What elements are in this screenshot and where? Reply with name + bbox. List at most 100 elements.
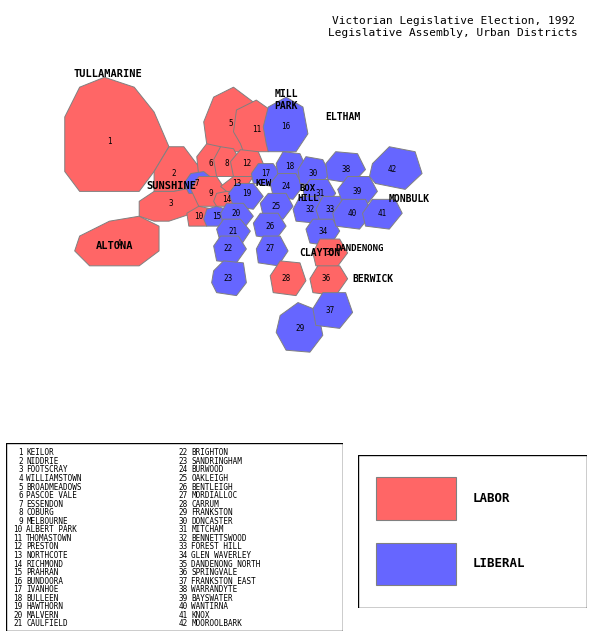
Text: BURWOOD: BURWOOD — [191, 466, 224, 475]
Text: DANDENONG NORTH: DANDENONG NORTH — [191, 559, 260, 568]
Text: 40: 40 — [179, 602, 188, 612]
Text: 10: 10 — [194, 211, 203, 220]
Text: PASCOE VALE: PASCOE VALE — [26, 491, 77, 500]
Text: KEILOR: KEILOR — [26, 448, 54, 457]
Text: BUNDOORA: BUNDOORA — [26, 576, 63, 585]
Text: GLEN WAVERLEY: GLEN WAVERLEY — [191, 551, 252, 560]
Text: 37: 37 — [325, 306, 334, 315]
Text: 26: 26 — [266, 222, 275, 231]
Text: WANTIRNA: WANTIRNA — [191, 602, 228, 612]
Text: 11: 11 — [252, 125, 261, 134]
Polygon shape — [74, 216, 159, 266]
Polygon shape — [191, 176, 226, 206]
Polygon shape — [212, 261, 246, 296]
Text: 15: 15 — [14, 568, 23, 577]
Text: KNOX: KNOX — [191, 611, 210, 620]
Text: 19: 19 — [242, 189, 251, 198]
Text: 20: 20 — [14, 611, 23, 620]
Text: CAULFIELD: CAULFIELD — [26, 619, 68, 628]
Text: WILLIAMSTOWN: WILLIAMSTOWN — [26, 474, 82, 483]
Text: 2: 2 — [18, 457, 23, 466]
Text: 36: 36 — [179, 568, 188, 577]
Bar — [376, 477, 457, 520]
Polygon shape — [338, 176, 377, 206]
Polygon shape — [293, 196, 326, 223]
Text: 39: 39 — [179, 594, 188, 603]
Polygon shape — [316, 196, 350, 223]
Text: BULLEEN: BULLEEN — [26, 594, 58, 603]
Polygon shape — [276, 303, 323, 352]
Text: IVANHOE: IVANHOE — [26, 585, 58, 594]
Polygon shape — [362, 199, 402, 229]
Text: FOOTSCRAY: FOOTSCRAY — [26, 466, 68, 475]
Polygon shape — [326, 152, 365, 183]
Text: 4: 4 — [117, 238, 122, 248]
Text: 41: 41 — [378, 209, 387, 218]
Text: 24: 24 — [281, 182, 291, 191]
Text: 3: 3 — [18, 466, 23, 475]
Text: 30: 30 — [179, 517, 188, 526]
Text: 29: 29 — [179, 508, 188, 517]
Text: 12: 12 — [242, 159, 251, 168]
Text: 21: 21 — [229, 227, 238, 236]
Text: 38: 38 — [179, 585, 188, 594]
Polygon shape — [270, 173, 303, 199]
Polygon shape — [253, 213, 286, 239]
Text: 38: 38 — [341, 165, 350, 174]
Text: 2: 2 — [172, 169, 176, 178]
Text: 30: 30 — [308, 169, 318, 178]
Text: 42: 42 — [179, 619, 188, 628]
Polygon shape — [252, 164, 280, 187]
Text: 42: 42 — [387, 165, 397, 174]
Text: 40: 40 — [348, 209, 357, 218]
Text: 36: 36 — [321, 275, 330, 283]
Text: 13: 13 — [232, 179, 241, 188]
Text: THOMASTOWN: THOMASTOWN — [26, 534, 73, 543]
Text: 18: 18 — [285, 162, 294, 171]
Text: 22: 22 — [179, 448, 188, 457]
Text: BAYSWATER: BAYSWATER — [191, 594, 233, 603]
Polygon shape — [270, 261, 306, 296]
Text: 8: 8 — [18, 508, 23, 517]
Text: MITCHAM: MITCHAM — [191, 526, 224, 534]
Text: SPRINGVALE: SPRINGVALE — [191, 568, 237, 577]
Text: 5: 5 — [18, 483, 23, 492]
Text: 27: 27 — [266, 245, 275, 254]
Text: 9: 9 — [209, 189, 213, 198]
Text: 26: 26 — [179, 483, 188, 492]
Polygon shape — [197, 144, 226, 176]
Text: 15: 15 — [212, 211, 221, 220]
Polygon shape — [213, 147, 240, 176]
Text: ESSENDON: ESSENDON — [26, 499, 63, 509]
Text: 24: 24 — [179, 466, 188, 475]
Text: FOREST HILL: FOREST HILL — [191, 542, 242, 552]
Text: BERWICK: BERWICK — [352, 274, 393, 283]
Text: ALTONA: ALTONA — [95, 241, 133, 251]
Text: LIBERAL: LIBERAL — [472, 557, 525, 571]
Text: 14: 14 — [14, 559, 23, 568]
Polygon shape — [276, 152, 306, 180]
Polygon shape — [187, 206, 213, 226]
Polygon shape — [263, 97, 308, 152]
Polygon shape — [313, 292, 353, 328]
Text: 35: 35 — [325, 248, 334, 257]
Text: 34: 34 — [179, 551, 188, 560]
Polygon shape — [313, 239, 347, 269]
Text: MELBOURNE: MELBOURNE — [26, 517, 68, 526]
Text: CLAYTON: CLAYTON — [299, 248, 340, 258]
Text: BENNETTSWOOD: BENNETTSWOOD — [191, 534, 247, 543]
Text: 6: 6 — [209, 159, 213, 168]
Polygon shape — [298, 157, 330, 187]
Text: 13: 13 — [14, 551, 23, 560]
Text: WARRANDYTE: WARRANDYTE — [191, 585, 237, 594]
Polygon shape — [154, 147, 198, 191]
Text: MALVERN: MALVERN — [26, 611, 58, 620]
Text: 10: 10 — [14, 526, 23, 534]
Polygon shape — [204, 87, 258, 152]
Text: 32: 32 — [305, 204, 315, 214]
Text: 31: 31 — [315, 189, 324, 198]
Text: ELTHAM: ELTHAM — [325, 112, 361, 122]
Polygon shape — [139, 187, 198, 221]
Polygon shape — [213, 191, 243, 206]
Polygon shape — [306, 219, 340, 246]
